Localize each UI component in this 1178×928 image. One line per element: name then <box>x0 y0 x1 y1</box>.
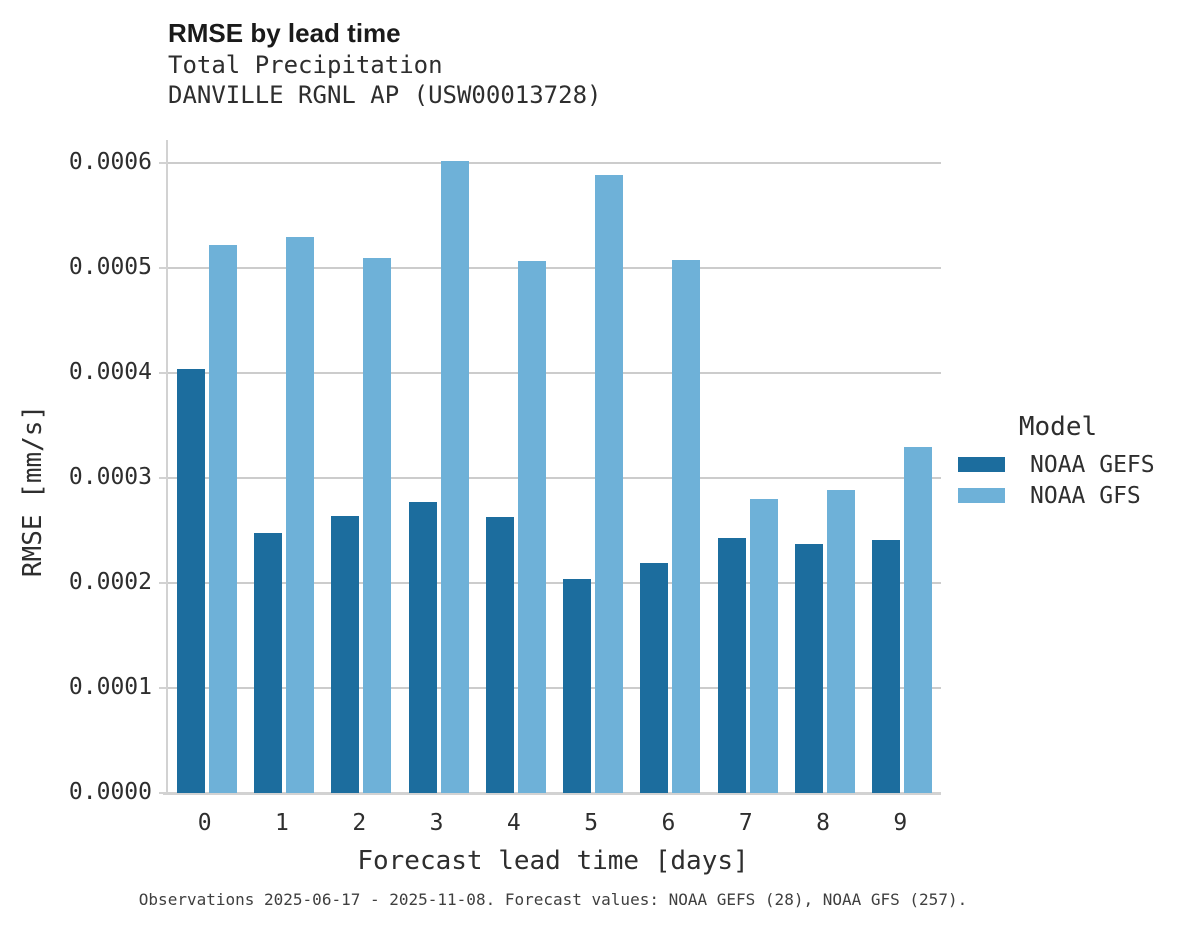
legend-swatch <box>958 488 1005 503</box>
y-tick-mark <box>159 687 166 690</box>
y-tick-label: 0.0002 <box>68 569 152 596</box>
x-tick-label: 4 <box>506 810 521 836</box>
x-tick-label: 2 <box>352 810 367 836</box>
x-tick-label: 1 <box>275 810 289 836</box>
legend-title: Model <box>1018 412 1098 442</box>
gridline <box>168 687 941 690</box>
legend-entry: NOAA GFS <box>958 480 1155 511</box>
legend-swatch <box>958 457 1005 472</box>
bar-noaa-gfs-lead-7 <box>749 499 778 793</box>
bar-noaa-gefs-lead-0 <box>176 368 205 793</box>
y-tick-mark <box>159 162 166 165</box>
x-tick-label: 0 <box>197 810 212 836</box>
x-tick-label: 8 <box>816 810 830 836</box>
y-tick-label: 0.0003 <box>68 464 152 491</box>
y-axis-label: RMSE [mm/s] <box>18 404 48 578</box>
bar-noaa-gfs-lead-2 <box>363 257 392 793</box>
bar-noaa-gefs-lead-1 <box>253 532 282 793</box>
x-tick-label: 5 <box>584 810 599 836</box>
chart-subtitle-station: DANVILLE RGNL AP (USW00013728) <box>168 81 602 109</box>
y-tick-mark <box>159 267 166 270</box>
bar-noaa-gfs-lead-3 <box>440 161 469 793</box>
x-tick-label: 7 <box>738 810 753 836</box>
chart-subtitle-variable: Total Precipitation <box>168 51 443 79</box>
bar-noaa-gfs-lead-6 <box>672 259 701 793</box>
gridline <box>168 582 941 585</box>
bar-noaa-gfs-lead-4 <box>517 260 546 793</box>
y-tick-label: 0.0004 <box>68 359 152 386</box>
y-tick-mark <box>159 372 166 375</box>
x-tick-label: 3 <box>429 810 444 836</box>
x-axis-line <box>163 792 941 795</box>
chart-title: RMSE by lead time <box>168 18 401 48</box>
y-tick-mark <box>159 792 166 794</box>
bar-noaa-gefs-lead-9 <box>872 540 901 793</box>
y-tick-label: 0.0000 <box>68 779 152 805</box>
gridline <box>168 267 941 270</box>
legend-entry: NOAA GEFS <box>958 449 1155 480</box>
gridline <box>168 477 941 480</box>
bar-noaa-gfs-lead-0 <box>208 244 237 793</box>
plot-area <box>159 140 941 795</box>
bar-noaa-gefs-lead-4 <box>485 516 514 793</box>
x-axis-label: Forecast lead time [days] <box>357 846 749 876</box>
bar-noaa-gfs-lead-1 <box>285 236 314 793</box>
y-tick-mark <box>159 582 166 585</box>
bar-noaa-gfs-lead-9 <box>904 446 933 793</box>
bar-noaa-gefs-lead-8 <box>795 544 824 793</box>
bar-noaa-gfs-lead-5 <box>595 174 624 793</box>
gridline <box>168 162 941 165</box>
legend-entry-label: NOAA GEFS <box>1030 451 1155 478</box>
y-tick-label: 0.0006 <box>68 149 152 176</box>
bar-noaa-gfs-lead-8 <box>827 489 856 793</box>
y-tick-label: 0.0005 <box>68 254 152 281</box>
y-tick-label: 0.0001 <box>68 674 152 701</box>
x-tick-label: 6 <box>661 810 676 836</box>
x-tick-label: 9 <box>893 810 908 836</box>
gridline <box>168 372 941 375</box>
bar-noaa-gefs-lead-3 <box>408 502 437 793</box>
bar-noaa-gefs-lead-2 <box>331 515 360 793</box>
bar-noaa-gefs-lead-5 <box>563 578 592 793</box>
y-tick-mark <box>159 477 166 480</box>
bar-noaa-gefs-lead-6 <box>640 563 669 793</box>
legend-entry-label: NOAA GFS <box>1030 482 1141 509</box>
legend: NOAA GEFS NOAA GFS <box>958 449 1155 511</box>
figure-caption: Observations 2025-06-17 - 2025-11-08. Fo… <box>138 890 968 909</box>
bar-noaa-gefs-lead-7 <box>717 537 746 793</box>
